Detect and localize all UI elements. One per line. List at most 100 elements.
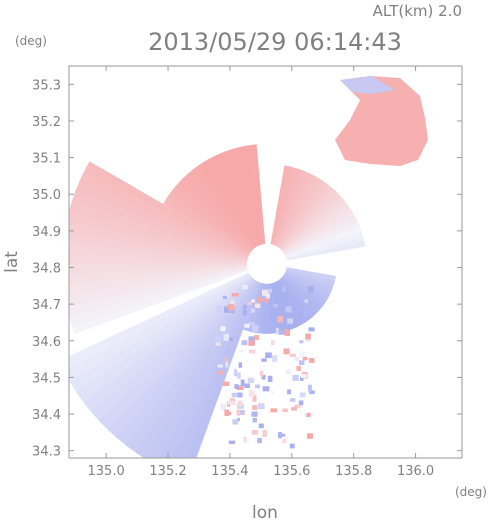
echo-sector-northeast (278, 181, 329, 249)
echo-sector-south (272, 282, 292, 332)
echo-cell (254, 334, 260, 341)
echo-cell (242, 309, 247, 316)
echo-cell (266, 293, 270, 299)
echo-cell (308, 285, 314, 293)
x-tick-label: 135.0 (88, 464, 125, 479)
echo-cell (261, 358, 267, 362)
echo-sector-northwest (163, 202, 250, 254)
echo-cell (222, 295, 228, 300)
echo-cell (282, 408, 289, 413)
echo-cell (304, 299, 308, 303)
echo-cell (222, 381, 230, 387)
echo-cell (309, 390, 315, 395)
echo-sector-northeast (281, 195, 344, 251)
echo-cell (282, 287, 286, 292)
echo-cell (223, 306, 230, 313)
echo-cell (302, 311, 308, 317)
echo-cell (263, 297, 269, 303)
echo-sector-southwest (98, 277, 254, 431)
echo-cell (230, 306, 236, 310)
echo-cell (283, 348, 290, 355)
echo-cell (241, 285, 248, 290)
echo-cell (267, 375, 273, 383)
y-tick-label: 35.1 (32, 152, 61, 167)
echo-sector-northeast (274, 171, 311, 246)
plot-frame (68, 65, 463, 459)
echo-cell (232, 419, 239, 425)
echo-cell (255, 384, 260, 389)
echo-cell (275, 327, 280, 335)
echo-cell (289, 443, 295, 449)
echo-cell (287, 318, 294, 324)
echo-cell (224, 409, 230, 416)
echo-sector-south (280, 277, 320, 315)
echo-sector-southwest (76, 275, 252, 404)
y-tick-label: 34.8 (32, 261, 61, 276)
echo-cell (291, 407, 297, 411)
echo-cell (277, 316, 284, 323)
echo-sector-southwest (83, 275, 252, 413)
echo-sector-west (69, 243, 248, 263)
echo-sector-southwest (125, 279, 256, 454)
echo-sector-southwest (172, 281, 260, 458)
echo-cell (294, 357, 299, 362)
echo-sector-southwest (145, 280, 258, 458)
echo-sector-west (79, 170, 250, 256)
echo-sector-northeast (280, 187, 337, 250)
echo-sector-south (285, 269, 334, 291)
echo-cell (237, 392, 243, 398)
echo-cell (298, 400, 304, 406)
x-unit-label: (deg) (455, 485, 487, 499)
y-tick-label: 34.5 (32, 371, 61, 386)
echo-sector-northwest (174, 181, 253, 252)
echo-sector-northwest (197, 162, 257, 248)
echo-sector-northeast (272, 167, 302, 246)
echo-cell (284, 329, 291, 336)
echo-cell (262, 430, 268, 437)
echo-sector-northeast (282, 203, 350, 253)
echo-cell (285, 369, 292, 374)
echo-sector-northeast (286, 235, 365, 260)
echo-sector-northeast (271, 166, 297, 245)
y-tick-label: 35.3 (32, 78, 61, 93)
echo-sector-south (283, 273, 328, 303)
echo-cell (299, 375, 304, 381)
echo-cell (238, 410, 245, 415)
echo-sector-northeast (270, 165, 287, 245)
echo-cell (225, 361, 229, 368)
echo-sector-northeast (273, 169, 307, 246)
echo-cell (309, 358, 315, 363)
echo-sector-south (286, 268, 336, 286)
echo-cell (230, 285, 234, 290)
echo-cell (220, 403, 226, 411)
echo-cell (262, 289, 268, 296)
echo-cell (298, 311, 305, 319)
echo-cell (265, 352, 272, 359)
echo-cell (215, 342, 221, 346)
echo-sector-northeast (283, 207, 353, 254)
echo-cell (257, 437, 262, 444)
echo-cell (234, 369, 238, 377)
altitude-label: ALT(km) 2.0 (373, 2, 462, 20)
echo-sector-southwest (90, 276, 253, 422)
echo-cell (289, 353, 296, 357)
echo-sector-northeast (285, 230, 364, 259)
echo-cell (272, 355, 278, 362)
echo-cell (241, 340, 248, 346)
echo-sector-south (286, 267, 336, 281)
echo-sector-south (268, 283, 278, 334)
echo-cell (299, 392, 306, 398)
echo-cell (230, 300, 235, 306)
echo-cell (248, 390, 255, 397)
echo-cell (257, 403, 265, 410)
echo-sector-northwest (208, 155, 259, 247)
echo-cell (237, 400, 243, 407)
echo-cell (228, 440, 236, 444)
echo-cell (256, 297, 263, 303)
echo-sector-northeast (282, 199, 347, 252)
echo-sector-northwest (183, 173, 254, 250)
echo-cell (278, 329, 286, 335)
echo-cell (238, 349, 244, 353)
echo-cell (251, 324, 259, 332)
